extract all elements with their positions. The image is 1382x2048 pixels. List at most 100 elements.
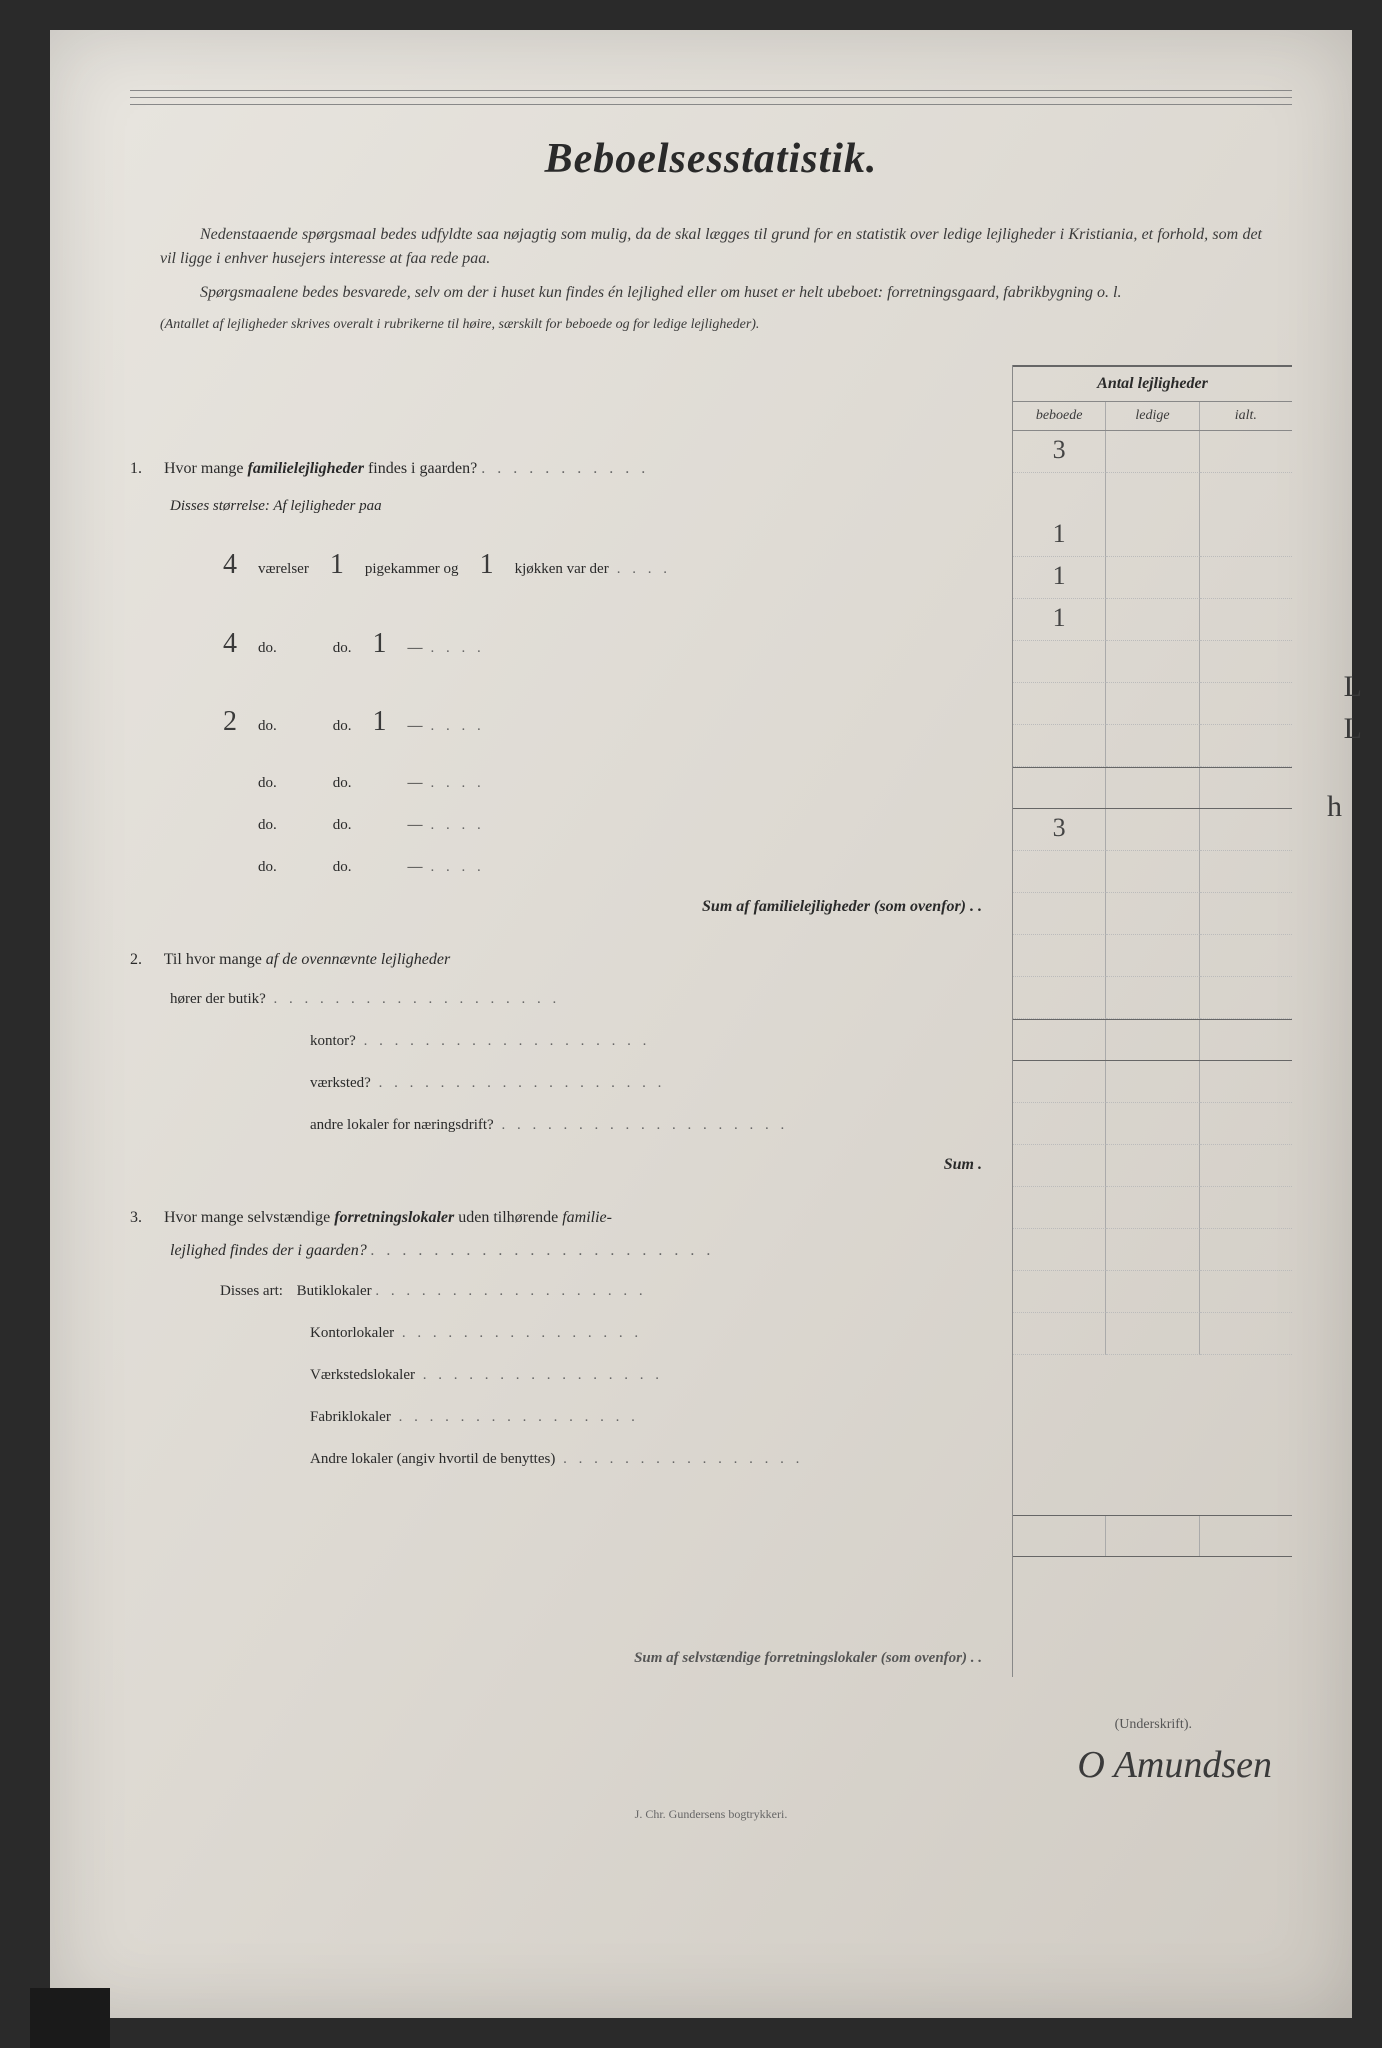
q2-subline-text: hører der butik?	[170, 991, 266, 1007]
cell-beboede	[1013, 725, 1106, 767]
question-3: 3. Hvor mange selvstændige forretningslo…	[130, 1204, 1002, 1233]
q1-sum-line: Sum af familielejligheder (som ovenfor) …	[130, 898, 1002, 916]
label-kjokken: —	[408, 762, 423, 804]
margin-mark: L	[1344, 670, 1362, 704]
cell-ledige	[1106, 431, 1199, 473]
signature: O Amundsen	[130, 1743, 1272, 1787]
hw-kjokken: 1	[360, 683, 400, 761]
cell-beboede: 3	[1013, 431, 1106, 473]
leader-dots: . . . . . . . . . . . . . . . . . . .	[371, 1075, 666, 1091]
intro-text-3: (Antallet af lejligheder skrives overalt…	[160, 317, 759, 332]
q3-subline-text: Værkstedslokaler	[310, 1367, 415, 1383]
leader-dots: . . . . . . . . . . . . . . . . . . . . …	[371, 1242, 715, 1259]
leader-dots: . . . .	[431, 627, 485, 669]
q1-sum-text: Sum af familielejligheder (som ovenfor) …	[702, 898, 982, 915]
room-line: 4værelser1pigekammer og1kjøkken var der …	[210, 526, 1002, 604]
table-row	[1013, 683, 1292, 725]
q3-sub-label: Disses art: Butiklokaler . . . . . . . .…	[220, 1270, 1002, 1312]
questions-column: 1. Hvor mange familielejligheder findes …	[130, 365, 1012, 1677]
col-ledige: ledige	[1106, 402, 1199, 430]
q2-italic: af de ovennævnte lejligheder	[266, 951, 450, 968]
cell-beboede: 1	[1013, 599, 1106, 641]
label-pigekammer: do.	[333, 762, 352, 804]
table-row	[1013, 1145, 1292, 1187]
table-sum-row	[1013, 1019, 1292, 1061]
label-pigekammer: do.	[333, 804, 352, 846]
printer-line: J. Chr. Gundersens bogtrykkeri.	[130, 1807, 1292, 1822]
hw-pigekammer: 1	[317, 526, 357, 604]
q3-line2-text: lejlighed findes der i gaarden?	[170, 1242, 367, 1259]
hw-vaerelser: 2	[210, 683, 250, 761]
cell-ledige	[1106, 683, 1199, 725]
table-row	[1013, 1187, 1292, 1229]
table-row: 3	[1013, 431, 1292, 473]
q1-number: 1.	[130, 455, 160, 484]
table-row: 1	[1013, 515, 1292, 557]
q3-sum-text: Sum af selvstændige forretningslokaler (…	[634, 1650, 982, 1666]
q2-sum-text: Sum .	[944, 1156, 982, 1173]
q3-bold: forretningslokaler	[334, 1209, 454, 1226]
q3-sum-line: Sum af selvstændige forretningslokaler (…	[130, 1650, 1002, 1667]
room-line: do.do.— . . . .	[210, 846, 1002, 888]
q2-subline-text: andre lokaler for næringsdrift?	[310, 1117, 494, 1133]
q1-bold: familielejligheder	[248, 460, 364, 477]
q1-text-a: Hvor mange	[164, 460, 248, 477]
q3-text-b: uden tilhørende	[454, 1209, 562, 1226]
q3-subline-text: Kontorlokaler	[310, 1325, 394, 1341]
table-header-title: Antal lejligheder	[1013, 365, 1292, 402]
q1-subtitle: Disses størrelse: Af lejligheder paa	[170, 487, 1002, 526]
q2-subline-text: kontor?	[310, 1033, 356, 1049]
label-vaerelser: do.	[258, 627, 277, 669]
underskrift-label: (Underskrift).	[130, 1717, 1192, 1733]
label-kjokken: —	[408, 846, 423, 888]
q2-number: 2.	[130, 946, 160, 975]
data-table: Antal lejligheder beboede ledige ialt. 3…	[1012, 365, 1292, 1677]
table-row	[1013, 935, 1292, 977]
q3-subline-text: Fabriklokaler	[310, 1409, 391, 1425]
q3-subline: Andre lokaler (angiv hvortil de benyttes…	[310, 1438, 1002, 1480]
room-line: 2do.do.1— . . . .	[210, 683, 1002, 761]
intro-paragraph-2: Spørgsmaalene bedes besvarede, selv om d…	[160, 281, 1262, 305]
table-subheader: beboede ledige ialt.	[1013, 402, 1292, 431]
table-row	[1013, 851, 1292, 893]
q3-subline: Fabriklokaler . . . . . . . . . . . . . …	[310, 1396, 1002, 1438]
label-kjokken: —	[408, 804, 423, 846]
intro-text-2: Spørgsmaalene bedes besvarede, selv om d…	[200, 284, 1121, 301]
leader-dots: . . . . . . . . . . . . . . . .	[415, 1367, 663, 1383]
cell-ledige	[1106, 725, 1199, 767]
q3-subline: Værkstedslokaler . . . . . . . . . . . .…	[310, 1354, 1002, 1396]
label-kjokken: kjøkken var der	[515, 548, 609, 590]
table-row	[1013, 893, 1292, 935]
room-line: do.do.— . . . .	[210, 762, 1002, 804]
q2-subline: hører der butik? . . . . . . . . . . . .…	[170, 978, 1002, 1020]
cell-ialt	[1200, 683, 1292, 725]
q3-sub-text: Disses art:	[220, 1283, 283, 1299]
q3-subline-text: Andre lokaler (angiv hvortil de benyttes…	[310, 1451, 555, 1467]
hw-vaerelser: 4	[210, 526, 250, 604]
table-row: 1	[1013, 599, 1292, 641]
table-row	[1013, 977, 1292, 1019]
table-row	[1013, 1313, 1292, 1355]
q3-number: 3.	[130, 1204, 160, 1233]
label-pigekammer: do.	[333, 705, 352, 747]
q3-italic: familie-	[562, 1209, 612, 1226]
label-vaerelser: do.	[258, 846, 277, 888]
table-sum-row-final	[1013, 1515, 1292, 1557]
q1-text-b: findes i gaarden?	[364, 460, 477, 477]
q2-text: Til hvor mange	[164, 951, 266, 968]
q3-line2: lejlighed findes der i gaarden? . . . . …	[170, 1237, 1002, 1266]
leader-dots: . . . . . . . . . . . . . . . . . . .	[494, 1117, 789, 1133]
question-1: 1. Hvor mange familielejligheder findes …	[130, 455, 1002, 484]
cell-ialt	[1200, 557, 1292, 599]
intro-text-1: Nedenstaaende spørgsmaal bedes udfyldte …	[160, 226, 1262, 267]
cell-beboede	[1013, 683, 1106, 725]
leader-dots: . . . . . . . . . . . . . . . .	[394, 1325, 642, 1341]
leader-dots: . . . . . . . . . . .	[481, 460, 649, 477]
table-row	[1013, 1271, 1292, 1313]
label-vaerelser: do.	[258, 705, 277, 747]
cell-ledige	[1106, 641, 1199, 683]
leader-dots: . . . . . . . . . . . . . . . .	[391, 1409, 639, 1425]
col-ialt: ialt.	[1200, 402, 1292, 430]
leader-dots: . . . .	[431, 762, 485, 804]
cell-ledige	[1106, 557, 1199, 599]
